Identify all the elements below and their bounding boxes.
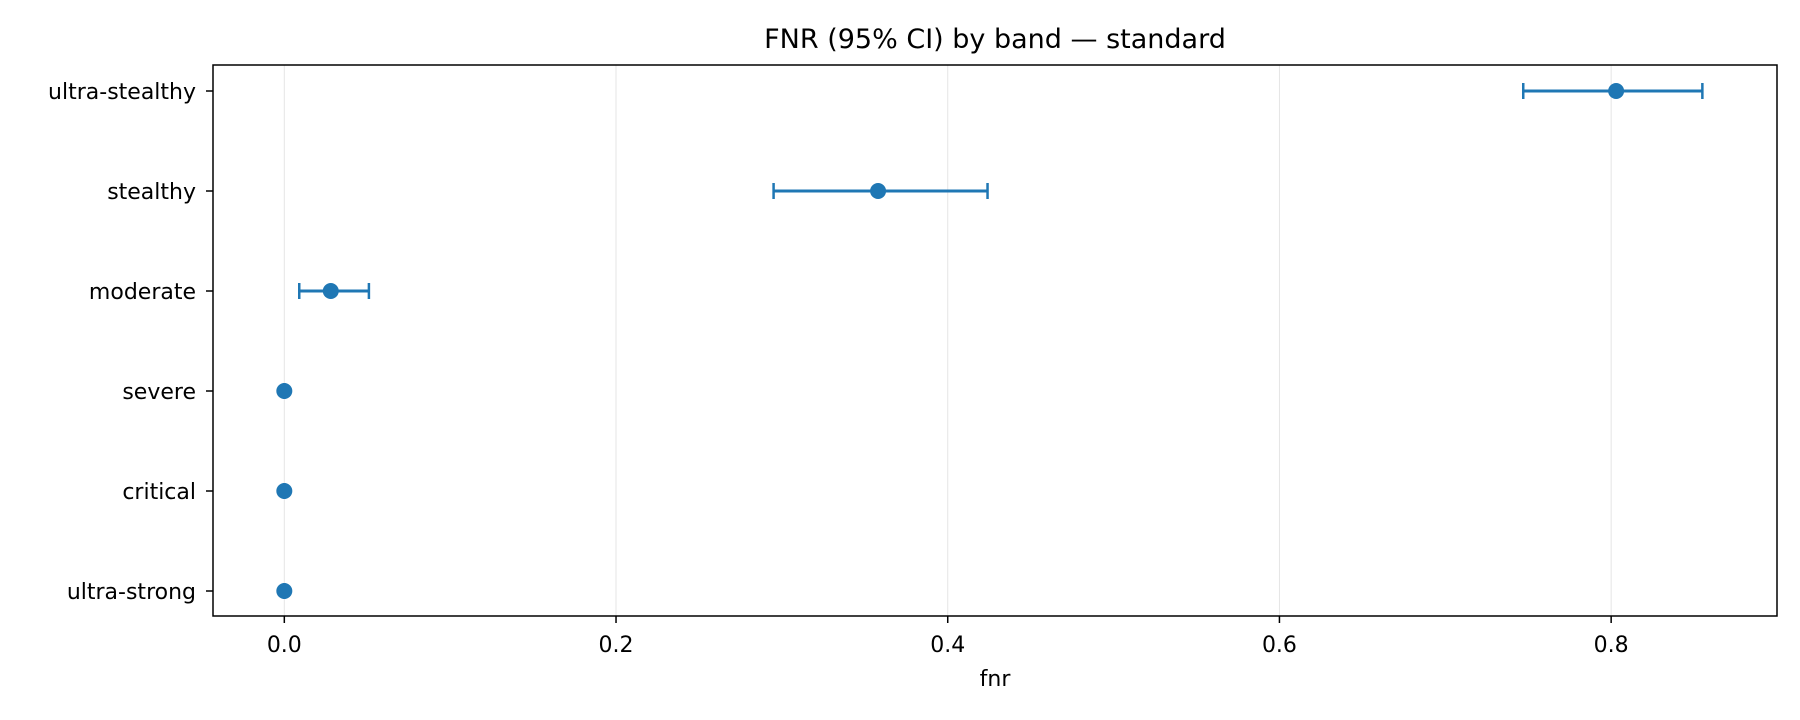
data-points [276,83,1704,599]
data-point-marker [276,383,293,399]
data-point-group [276,583,293,599]
x-axis-label: fnr [980,667,1012,692]
y-tick-label: stealthy [107,180,196,205]
x-tick-label: 0.8 [1594,633,1629,658]
plot-area-frame [212,64,1778,617]
chart-title: FNR (95% CI) by band — standard [764,24,1226,55]
grid-lines [283,65,1612,616]
x-tick-label: 0.6 [1262,633,1297,658]
data-point-marker [276,483,293,499]
data-point-group [276,383,293,399]
x-tick-label: 0.0 [267,633,302,658]
y-axis-ticks: ultra-stealthy stealthy moderate severe crit… [48,80,213,605]
y-tick-label: ultra-strong [67,580,196,605]
x-tick-label: 0.2 [599,633,634,658]
data-point-marker [322,283,339,299]
y-tick-label: critical [122,480,196,505]
data-point-group [297,283,371,299]
x-tick-label: 0.4 [930,633,965,658]
y-tick-label: severe [122,380,196,405]
data-point-marker [276,583,293,599]
y-tick-label: moderate [89,280,196,305]
x-axis-ticks: 0.0 0.2 0.4 0.6 0.8 [267,616,1629,658]
data-point-group [276,483,293,499]
data-point-group [772,183,989,199]
data-point-marker [870,183,887,199]
data-point-marker [1608,83,1625,99]
y-tick-label: ultra-stealthy [48,80,196,105]
data-point-group [1521,83,1704,99]
